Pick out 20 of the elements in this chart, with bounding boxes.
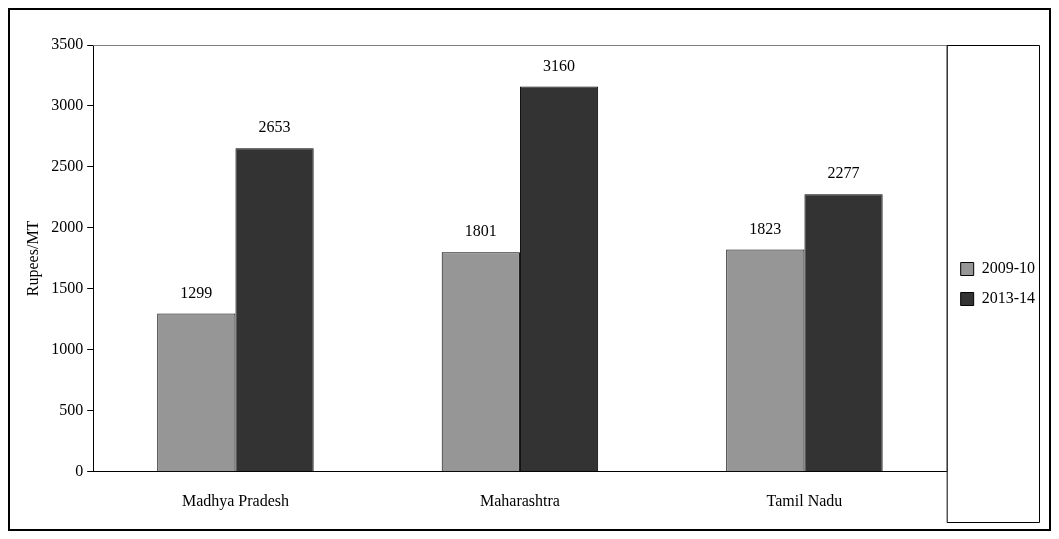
- y-tick-label: 3500: [51, 35, 84, 53]
- y-tick-label: 1000: [51, 340, 84, 358]
- legend-label: 2013-14: [981, 289, 1035, 307]
- y-axis-title: Rupees/MT: [23, 220, 42, 297]
- y-tick-label: 2000: [51, 218, 84, 236]
- y-tick-label: 500: [59, 401, 84, 419]
- x-tick-label: Tamil Nadu: [766, 491, 843, 509]
- data-label: 2653: [258, 118, 291, 136]
- data-label: 1823: [749, 219, 782, 237]
- y-tick-label: 1500: [51, 279, 84, 297]
- data-label: 2277: [827, 164, 860, 182]
- x-tick-label: Maharashtra: [479, 491, 560, 509]
- x-tick-label: Madhya Pradesh: [181, 491, 289, 510]
- data-label: 1299: [180, 283, 213, 301]
- y-tick-label: 0: [75, 462, 84, 479]
- y-tick-label: 2500: [51, 157, 84, 175]
- y-tick-label: 3000: [51, 96, 84, 114]
- legend-label: 2009-10: [981, 259, 1035, 277]
- data-label: 3160: [543, 56, 576, 74]
- data-label: 1801: [464, 222, 497, 240]
